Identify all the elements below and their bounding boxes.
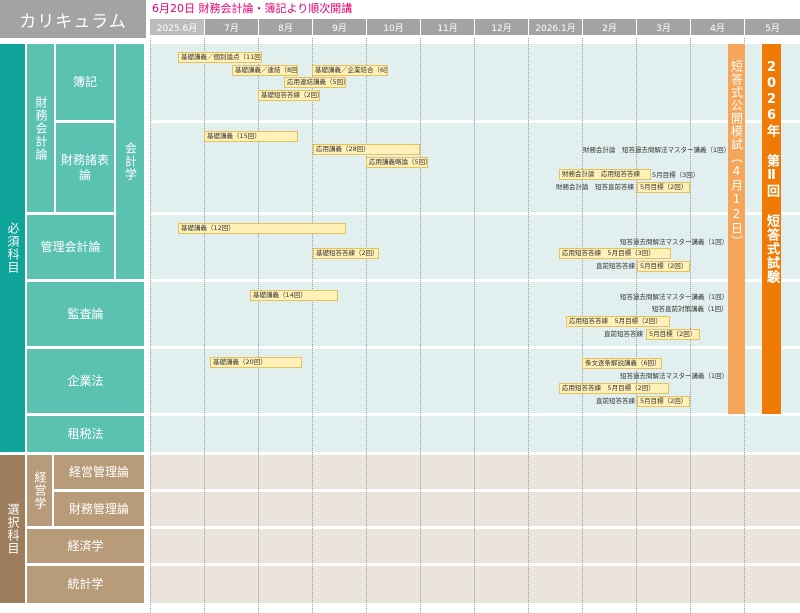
mock-exam-bar: 短答式公開模試（4月12日） [728, 44, 745, 414]
month-header: 9月 [313, 19, 366, 35]
month-gridline [258, 38, 259, 613]
final-exam-bar: 2026年 第Ⅱ回 短答式試験 [762, 44, 781, 414]
course-bar: 基礎講義／連結（8回） [232, 65, 298, 76]
course-note: 直前短答答練 [596, 397, 635, 405]
start-notice: 6月20日 財務会計論・簿記より順次開講 [152, 2, 353, 15]
subject-statistics: 統計学 [27, 566, 144, 603]
course-bar: 5月目標（2回） [637, 396, 690, 407]
course-bar: 基礎講義（14回） [250, 290, 338, 301]
course-bar: 基礎講義（20回） [210, 357, 302, 368]
subject-fin-mgmt: 財務管理論 [54, 492, 144, 526]
month-header: 2月 [583, 19, 636, 35]
course-bar-marker [680, 145, 728, 155]
month-header: 3月 [637, 19, 690, 35]
month-header: 12月 [475, 19, 528, 35]
month-header: 5月 [745, 19, 800, 35]
course-bar: 基礎講義（15回） [204, 131, 298, 142]
course-bar: 基礎講義／個別論点（11回） [178, 52, 262, 63]
subject-fin-statements: 財務諸表論 [56, 123, 114, 212]
group-financial-accounting: 財務会計論 [27, 44, 54, 212]
course-note: 直前短答答練 [604, 330, 643, 338]
subject-bookkeeping: 簿記 [56, 44, 114, 120]
course-bar: 基礎短答答練（2回） [258, 90, 320, 101]
course-bar: 5月目標（2回） [637, 261, 690, 272]
course-bar: 5月目標（2回） [637, 182, 690, 193]
mock-exam-label: 短答式公開模試（4月12日） [729, 60, 744, 248]
month-gridline [528, 38, 529, 613]
subject-mgmt-accounting: 管理会計論 [27, 215, 114, 279]
course-note: 短答過去問解法マスター講義（1回） [620, 293, 729, 301]
course-bar: 応用講義（28回） [313, 144, 420, 155]
subject-economics: 経済学 [27, 529, 144, 563]
month-header: 8月 [259, 19, 312, 35]
row-statistics [150, 566, 800, 603]
month-header: 2025.6月 [150, 19, 204, 35]
course-note: 5月目標（3回） [652, 171, 700, 179]
month-gridline [690, 38, 691, 613]
course-note: 財務会計論 短答過去問解法マスター講義（1回） [583, 146, 731, 154]
final-exam-label: 2026年 第Ⅱ回 短答式試験 [764, 60, 779, 284]
month-gridline [204, 38, 205, 613]
subject-business-mgmt: 経営管理論 [54, 455, 144, 489]
row-fin-mgmt [150, 492, 800, 526]
row-business-mgmt [150, 455, 800, 489]
course-bar: 応用短答答練 5月目標（2回） [559, 383, 669, 394]
month-gridline [420, 38, 421, 613]
course-note: 財務会計論 短答直前答練 [556, 183, 634, 191]
course-bar: 財務会計論 応用短答答練 [559, 169, 651, 180]
month-header: 7月 [205, 19, 258, 35]
subject-auditing: 監査論 [27, 282, 144, 346]
course-bar: 5月目標（2回） [646, 329, 700, 340]
month-gridline [366, 38, 367, 613]
subject-corporate-law: 企業法 [27, 349, 144, 413]
course-note: 短答直前対策講義（1回） [652, 305, 728, 313]
course-bar: 基礎講義（12回） [178, 223, 346, 234]
month-header: 2026.1月 [529, 19, 582, 35]
course-bar: 条文逐条解説講義（6回） [582, 358, 662, 369]
category-elective: 選択科目 [0, 455, 25, 603]
row-economics [150, 529, 800, 563]
month-header: 4月 [691, 19, 744, 35]
month-gridline [312, 38, 313, 613]
course-note: 短答過去問解法マスター講義（1回） [620, 372, 729, 380]
category-required: 必須科目 [0, 44, 25, 452]
group-accounting-studies: 会計学 [116, 44, 144, 279]
month-gridline [150, 38, 151, 613]
row-tax-law [150, 416, 800, 452]
course-bar: 基礎講義／企業結合（6回） [312, 65, 388, 76]
month-header: 10月 [367, 19, 420, 35]
course-note: 直前短答答練 [596, 262, 635, 270]
month-header: 11月 [421, 19, 474, 35]
course-bar: 応用連結講義（5回） [284, 77, 346, 88]
group-management-studies: 経営学 [27, 455, 52, 526]
course-bar: 応用講義略論（5回） [366, 157, 428, 168]
course-bar: 応用短答答練 5月目標（3回） [559, 248, 671, 259]
course-bar: 基礎短答答練（2回） [313, 248, 379, 259]
curriculum-title: カリキュラム [0, 0, 146, 38]
course-bar: 応用短答答練 5月目標（2回） [566, 316, 670, 327]
subject-tax-law: 租税法 [27, 416, 144, 452]
month-gridline [474, 38, 475, 613]
course-note: 短答過去問解法マスター講義（1回） [620, 238, 729, 246]
